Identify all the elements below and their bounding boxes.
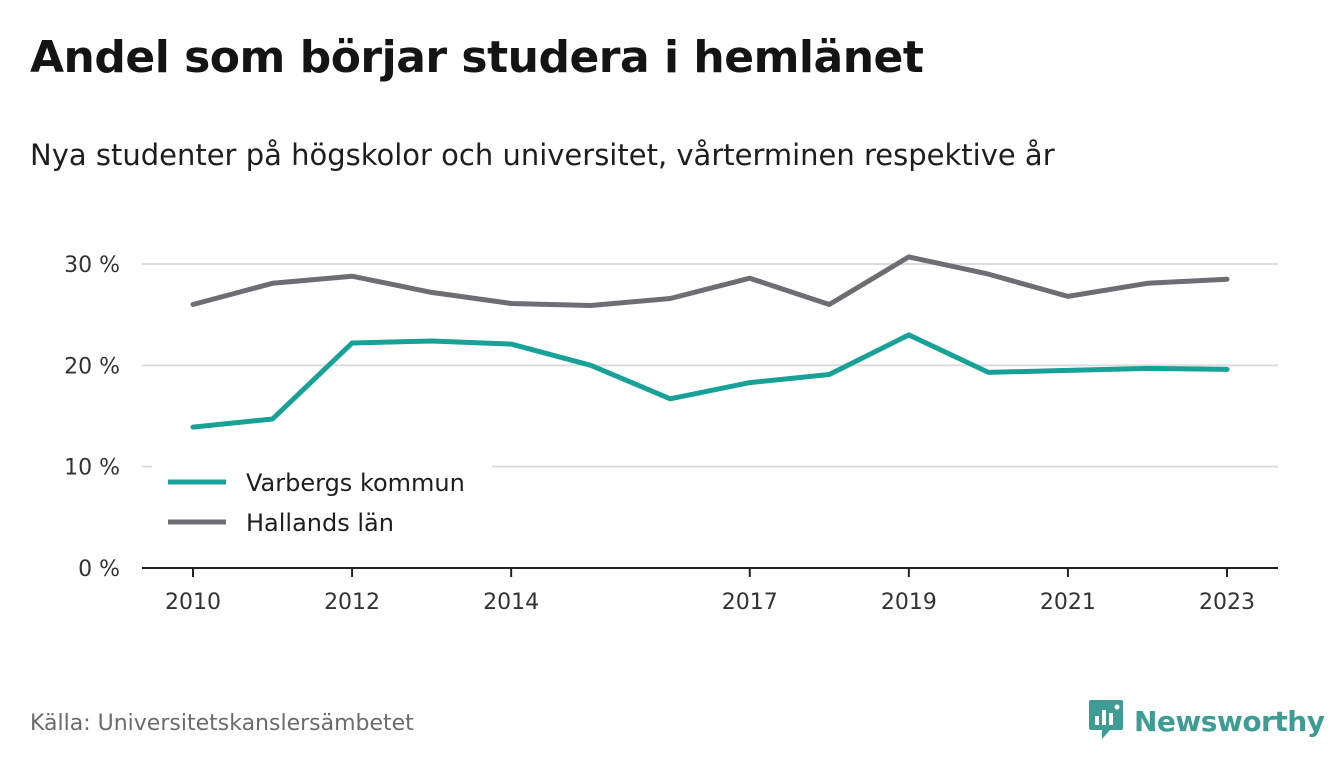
x-tick-label: 2021	[1040, 590, 1096, 615]
y-axis-ticks: 0 % 10 % 20 % 30 %	[64, 253, 120, 582]
y-tick-label: 0 %	[78, 557, 120, 582]
chart-title: Andel som börjar studera i hemlänet	[30, 32, 924, 83]
x-tick-label: 2014	[483, 590, 539, 615]
y-tick-label: 30 %	[64, 253, 120, 278]
y-tick-label: 20 %	[64, 354, 120, 379]
line-chart: 0 % 10 % 20 % 30 % 2010 2012 2014 2017 2019 2021…	[64, 253, 1278, 615]
series-line-varberg	[190, 332, 1230, 430]
legend-label-halland: Hallands län	[246, 509, 394, 537]
x-tick-label: 2023	[1199, 590, 1255, 615]
x-tick-label: 2010	[165, 590, 221, 615]
source-note: Källa: Universitetskanslersämbetet	[30, 711, 414, 736]
x-axis-ticks: 2010 2012 2014 2017 2019 2021 2023	[165, 568, 1255, 615]
legend-label-varberg: Varbergs kommun	[246, 469, 465, 497]
legend-background	[152, 462, 492, 550]
series-lines	[190, 254, 1230, 430]
x-tick-label: 2017	[722, 590, 778, 615]
newsworthy-logo-icon	[1088, 698, 1124, 744]
brand-logo[interactable]: Newsworthy	[1088, 698, 1325, 744]
series-line-halland	[190, 254, 1230, 308]
chart-subtitle: Nya studenter på högskolor och universit…	[30, 138, 1055, 172]
y-tick-label: 10 %	[64, 456, 120, 481]
x-tick-label: 2012	[324, 590, 380, 615]
legend: Varbergs kommun Hallands län	[152, 462, 492, 550]
brand-name: Newsworthy	[1134, 704, 1325, 738]
x-tick-label: 2019	[881, 590, 937, 615]
